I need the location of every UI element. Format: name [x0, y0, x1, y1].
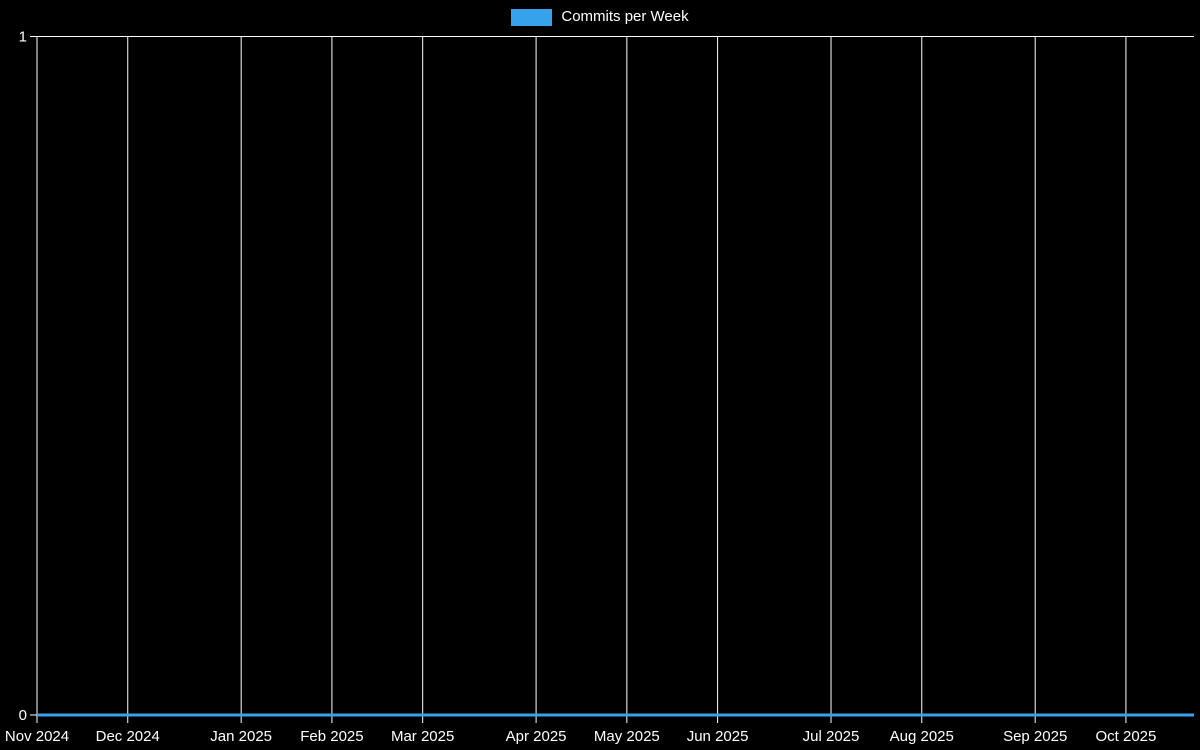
x-tick-label: Sep 2025 [1003, 728, 1067, 745]
x-tick-label: Jan 2025 [210, 728, 272, 745]
chart-legend[interactable]: Commits per Week [0, 8, 1200, 26]
x-tick-label: May 2025 [594, 728, 660, 745]
x-tick-label: Apr 2025 [506, 728, 567, 745]
x-tick-label: Feb 2025 [300, 728, 363, 745]
y-tick-label: 0 [19, 707, 27, 724]
x-tick-label: Mar 2025 [391, 728, 454, 745]
legend-label: Commits per Week [561, 8, 689, 25]
x-tick-label: Nov 2024 [5, 728, 69, 745]
legend-swatch [511, 8, 553, 26]
y-tick-label: 1 [19, 29, 27, 46]
x-tick-label: Oct 2025 [1096, 728, 1157, 745]
x-tick-label: Aug 2025 [890, 728, 954, 745]
x-tick-label: Jul 2025 [803, 728, 860, 745]
x-tick-label: Dec 2024 [96, 728, 160, 745]
x-tick-label: Jun 2025 [687, 728, 749, 745]
